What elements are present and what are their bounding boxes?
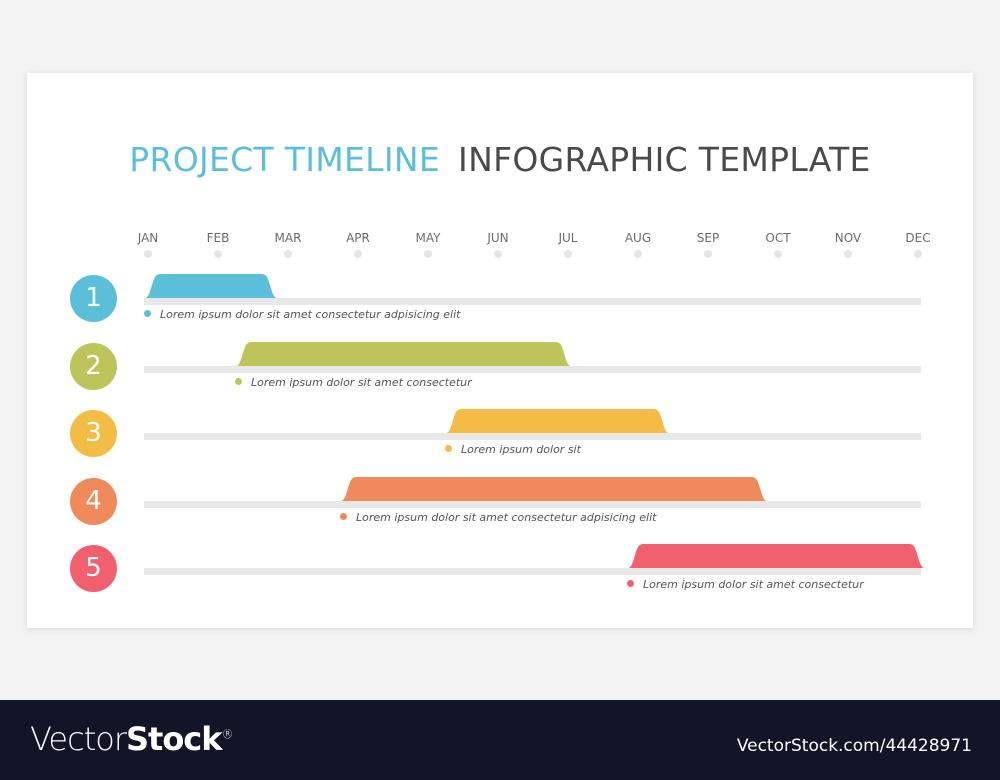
task-text: Lorem ipsum dolor sit amet consectetur a… (160, 308, 461, 321)
task-description: Lorem ipsum dolor sit amet consectetur a… (340, 511, 656, 524)
month-label: MAR (274, 231, 302, 245)
task-description: Lorem ipsum dolor sit amet consectetur (627, 578, 864, 591)
timeline-track (144, 365, 921, 373)
month-label: SEP (696, 231, 720, 245)
page-title: PROJECT TIMELINE INFOGRAPHIC TEMPLATE (0, 140, 1000, 179)
task-description: Lorem ipsum dolor sit (445, 443, 581, 456)
task-text: Lorem ipsum dolor sit amet consectetur a… (356, 510, 657, 524)
month-label: APR (346, 231, 370, 245)
month-label: AUG (624, 231, 652, 245)
month-marker (634, 250, 642, 258)
title-highlight: PROJECT TIMELINE (129, 140, 441, 179)
task-text: Lorem ipsum dolor sit amet consectetur (643, 578, 864, 591)
month-marker (424, 250, 432, 258)
task-bar[interactable] (236, 341, 571, 366)
timeline-track (144, 568, 921, 575)
month-label: FEB (206, 231, 230, 245)
task-number-badge: 2 (70, 342, 117, 390)
month-marker (354, 250, 362, 258)
timeline-track (144, 500, 921, 508)
month-marker (564, 250, 572, 258)
bullet-dot (235, 377, 242, 385)
task-text: Lorem ipsum dolor sit amet consectetur (251, 375, 472, 389)
month-label: NOV (834, 231, 862, 245)
month-label: JUN (487, 231, 509, 245)
month-marker (144, 250, 152, 258)
task-bar[interactable] (145, 274, 277, 298)
task-description: Lorem ipsum dolor sit amet consectetur (235, 376, 472, 389)
month-marker (844, 250, 852, 258)
bullet-dot (445, 445, 452, 452)
month-label: JAN (137, 231, 159, 245)
timeline-track (144, 298, 921, 305)
title-rest: INFOGRAPHIC TEMPLATE (458, 140, 871, 179)
task-text: Lorem ipsum dolor sit (461, 443, 581, 456)
month-marker (704, 250, 712, 258)
bullet-dot (340, 512, 347, 520)
month-label: JUL (558, 231, 578, 245)
month-label: DEC (905, 231, 931, 245)
bullet-dot (144, 310, 151, 317)
image-reference: VectorStock.com/44428971 (736, 736, 972, 756)
month-marker (284, 250, 292, 258)
task-description: Lorem ipsum dolor sit amet consectetur a… (144, 308, 460, 321)
task-number-badge: 3 (70, 410, 117, 457)
timeline-track (144, 433, 921, 440)
month-label: MAY (415, 231, 441, 245)
footer-bar: VectorStock® VectorStock.com/44428971 (0, 700, 1000, 780)
vectorstock-logo: VectorStock® (30, 720, 234, 758)
bullet-dot (627, 580, 634, 587)
task-number-badge: 1 (70, 275, 117, 322)
task-bar[interactable] (341, 476, 767, 501)
month-label: OCT (765, 231, 791, 245)
logo-mark: ® (221, 727, 234, 742)
month-marker (774, 250, 782, 258)
task-bar[interactable] (628, 544, 925, 568)
task-bar[interactable] (446, 409, 669, 433)
month-marker (914, 250, 922, 258)
logo-light: Vector (30, 720, 127, 758)
month-marker (214, 250, 222, 258)
month-marker (494, 250, 502, 258)
task-number-badge: 5 (70, 545, 117, 592)
task-number-badge: 4 (70, 477, 117, 525)
logo-bold: Stock (125, 720, 223, 758)
